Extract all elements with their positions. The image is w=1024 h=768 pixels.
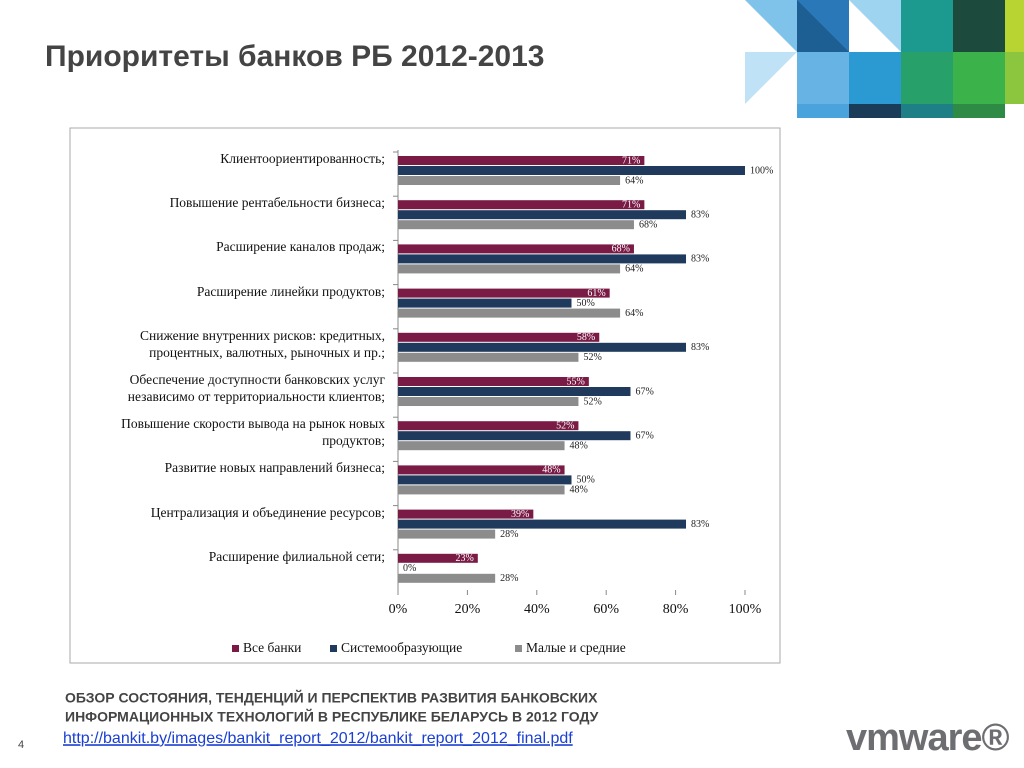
category-label: Развитие новых направлений бизнеса; [164,460,385,476]
value-label: 64% [625,264,643,275]
x-tick-label: 20% [455,602,481,617]
bar [398,166,745,175]
bar [398,519,687,529]
category-label: Повышение скорости вывода на рынок новых… [121,416,385,449]
bar [398,573,496,583]
value-label: 71% [622,155,640,166]
bar [398,553,478,563]
bar [398,485,565,495]
value-label: 48% [570,440,588,451]
slide-title: Приоритеты банков РБ 2012-2013 [45,40,544,73]
bar [398,332,600,342]
bar [398,210,687,220]
bar [398,176,621,185]
bar [398,200,645,210]
category-label: Расширение каналов продаж; [216,239,385,255]
x-tick-label: 80% [663,602,689,617]
footer-line: ОБЗОР СОСТОЯНИЯ, ТЕНДЕНЦИЙ И ПЕРСПЕКТИВ … [65,689,598,706]
bar [398,421,579,431]
value-label: 71% [622,199,640,210]
bar [398,475,572,485]
page-number: 4 [18,739,24,751]
bar [398,397,579,406]
value-label: 83% [691,342,709,353]
value-label: 83% [691,519,709,530]
legend-label: Все банки [243,640,301,655]
x-tick-label: 100% [729,602,762,617]
bar [398,308,621,318]
category-label: Централизация и объединение ресурсов; [150,504,385,520]
value-label: 64% [625,175,643,186]
value-label: 39% [511,509,529,520]
value-label: 52% [583,396,601,407]
vmware-logo: vmware® [846,717,1010,759]
bar [398,156,645,165]
bar [398,387,631,396]
footer-line: ИНФОРМАЦИОННЫХ ТЕХНОЛОГИЙ В РЕСПУБЛИКЕ Б… [65,708,599,725]
category-label: Снижение внутренних рисков: кредитных, п… [140,327,385,360]
value-label: 52% [556,420,574,431]
value-label: 58% [577,332,595,343]
x-tick-label: 0% [389,602,408,617]
value-label: 50% [577,475,595,486]
value-label: 50% [577,298,595,309]
bar [398,352,579,362]
x-tick-label: 40% [524,602,550,617]
legend-swatch [232,645,239,652]
category-label: Повышение рентабельности бизнеса; [169,195,385,211]
category-label: Клиентоориентированность; [220,151,385,166]
value-label: 64% [625,308,643,319]
bar [398,288,610,298]
bar [398,254,687,264]
value-label: 52% [583,352,601,363]
bar [398,509,534,519]
category-label: Расширение линейки продуктов; [196,283,385,299]
value-label: 68% [612,244,630,255]
logo-mosaic [745,0,1024,118]
value-label: 83% [691,254,709,265]
value-label: 61% [587,288,605,299]
value-label: 68% [639,219,657,230]
legend-label: Малые и средние [526,640,626,655]
bar [398,244,634,254]
value-label: 100% [750,165,773,176]
value-label: 48% [542,465,560,476]
bar [398,465,565,475]
value-label: 0% [403,563,416,574]
value-label: 67% [635,430,653,441]
value-label: 83% [691,209,709,220]
value-label: 28% [500,573,518,584]
x-tick-label: 60% [593,602,619,617]
legend-label: Системообразующие [341,640,462,655]
legend-swatch [330,645,337,652]
bar [398,441,565,451]
value-label: 48% [570,485,588,496]
bar [398,220,634,230]
bar [398,298,572,308]
report-link[interactable]: http://bankit.by/images/bankit_report_20… [63,730,573,747]
category-label: Расширение филиальной сети; [208,548,385,564]
value-label: 55% [567,376,585,387]
value-label: 67% [635,386,653,397]
value-label: 28% [500,529,518,540]
legend-swatch [515,645,522,652]
bar [398,264,621,274]
category-label: Обеспечение доступности банковских услуг… [127,372,385,404]
bar [398,377,589,386]
bar [398,529,496,539]
bar [398,342,687,352]
bar [398,431,631,441]
value-label: 23% [455,553,473,564]
